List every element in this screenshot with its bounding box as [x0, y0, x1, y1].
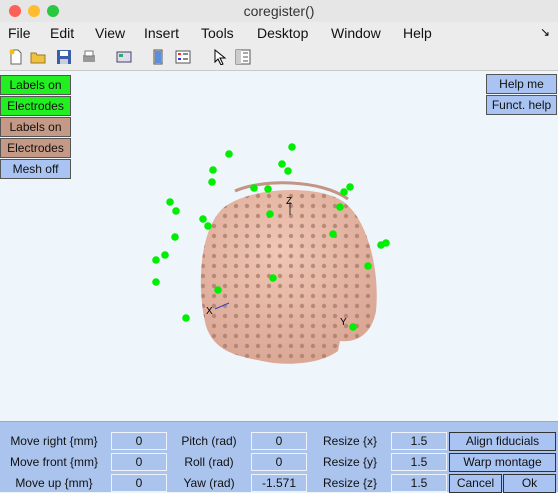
new-figure-icon[interactable] [8, 49, 24, 65]
electrode-marker[interactable] [214, 286, 222, 294]
help-me-button[interactable]: Help me [486, 74, 557, 94]
electrode-marker[interactable] [340, 188, 348, 196]
electrodes-button-green[interactable]: Electrodes [0, 96, 71, 116]
labels-on-button-tan[interactable]: Labels on [0, 117, 71, 137]
menu-window[interactable]: Window [331, 25, 381, 41]
menu-insert[interactable]: Insert [144, 25, 180, 41]
electrode-marker[interactable] [329, 230, 337, 238]
electrode-marker[interactable] [288, 143, 296, 151]
coordinate-axes: Z X Y [206, 196, 347, 328]
pointer-icon[interactable] [212, 49, 228, 65]
electrode-markers[interactable] [152, 143, 390, 331]
move-right-input[interactable]: 0 [111, 432, 167, 450]
property-editor-icon[interactable] [235, 49, 251, 65]
electrode-marker[interactable] [349, 323, 357, 331]
electrode-marker[interactable] [166, 198, 174, 206]
pitch-input[interactable]: 0 [251, 432, 307, 450]
legend-icon[interactable] [175, 49, 191, 65]
funct-help-button[interactable]: Funct. help [486, 95, 557, 115]
move-front-label: Move front {mm} [9, 455, 99, 469]
open-file-icon[interactable] [30, 49, 46, 65]
ok-button[interactable]: Ok [503, 474, 556, 493]
electrode-marker[interactable] [172, 207, 180, 215]
electrode-marker[interactable] [364, 262, 372, 270]
move-right-label: Move right {mm} [10, 434, 98, 448]
window-title: coregister() [243, 3, 315, 19]
move-front-input[interactable]: 0 [111, 453, 167, 471]
menu-desktop[interactable]: Desktop [257, 25, 309, 41]
electrode-marker[interactable] [182, 314, 190, 322]
y-axis-label: Y [340, 317, 347, 328]
electrode-marker[interactable] [377, 241, 385, 249]
electrode-marker[interactable] [269, 274, 277, 282]
electrode-marker[interactable] [264, 185, 272, 193]
head-mesh[interactable] [200, 181, 377, 364]
zoom-window-button[interactable] [47, 5, 59, 17]
menu-file[interactable]: File [8, 25, 31, 41]
menu-view[interactable]: View [95, 25, 126, 41]
electrode-marker[interactable] [266, 210, 274, 218]
resize-x-label: Resize {x} [322, 434, 378, 448]
toolbar [0, 44, 558, 71]
electrode-marker[interactable] [171, 233, 179, 241]
electrode-marker[interactable] [346, 183, 354, 191]
control-panel: Move right {mm} Move front {mm} Move up … [0, 421, 558, 493]
close-window-button[interactable] [9, 5, 21, 17]
yaw-label: Yaw (rad) [183, 476, 235, 490]
menu-tools[interactable]: Tools [201, 25, 234, 41]
z-axis-label: Z [286, 196, 292, 207]
mesh-off-button[interactable]: Mesh off [0, 159, 71, 179]
electrode-marker[interactable] [161, 251, 169, 259]
link-plot-icon[interactable] [116, 49, 132, 65]
cancel-button[interactable]: Cancel [449, 474, 502, 493]
figure-canvas[interactable]: Z X Y Labels on Electrodes Labels on Ele… [0, 71, 558, 421]
yaw-input[interactable]: -1.571 [251, 474, 307, 492]
electrode-marker[interactable] [250, 184, 258, 192]
electrode-marker[interactable] [209, 166, 217, 174]
move-up-input[interactable]: 0 [111, 474, 167, 492]
menu-bar: File Edit View Insert Tools Desktop Wind… [0, 22, 558, 44]
colorbar-icon[interactable] [150, 49, 166, 65]
resize-y-label: Resize {y} [322, 455, 378, 469]
labels-on-button-green[interactable]: Labels on [0, 75, 71, 95]
print-icon[interactable] [81, 49, 97, 65]
electrode-marker[interactable] [204, 222, 212, 230]
roll-label: Roll (rad) [184, 455, 234, 469]
pitch-label: Pitch (rad) [181, 434, 237, 448]
electrode-marker[interactable] [284, 167, 292, 175]
save-icon[interactable] [56, 49, 72, 65]
electrode-marker[interactable] [208, 178, 216, 186]
electrode-marker[interactable] [336, 203, 344, 211]
minimize-window-button[interactable] [28, 5, 40, 17]
resize-z-input[interactable]: 1.5 [391, 474, 447, 492]
x-axis-label: X [206, 306, 213, 317]
window-titlebar: coregister() [0, 0, 558, 23]
electrode-marker[interactable] [278, 160, 286, 168]
electrode-marker[interactable] [152, 278, 160, 286]
move-up-label: Move up {mm} [15, 476, 93, 490]
electrodes-button-tan[interactable]: Electrodes [0, 138, 71, 158]
roll-input[interactable]: 0 [251, 453, 307, 471]
resize-z-label: Resize {z} [322, 476, 378, 490]
resize-x-input[interactable]: 1.5 [391, 432, 447, 450]
dock-arrow-icon[interactable]: ↘ [540, 25, 551, 39]
resize-y-input[interactable]: 1.5 [391, 453, 447, 471]
warp-montage-button[interactable]: Warp montage [449, 453, 556, 472]
align-fiducials-button[interactable]: Align fiducials [449, 432, 556, 451]
electrode-marker[interactable] [152, 256, 160, 264]
electrode-marker[interactable] [199, 215, 207, 223]
menu-edit[interactable]: Edit [50, 25, 75, 41]
menu-help[interactable]: Help [403, 25, 432, 41]
electrode-marker[interactable] [225, 150, 233, 158]
x-axis-line [214, 302, 230, 310]
head-model-axes[interactable]: Z X Y [0, 71, 558, 421]
